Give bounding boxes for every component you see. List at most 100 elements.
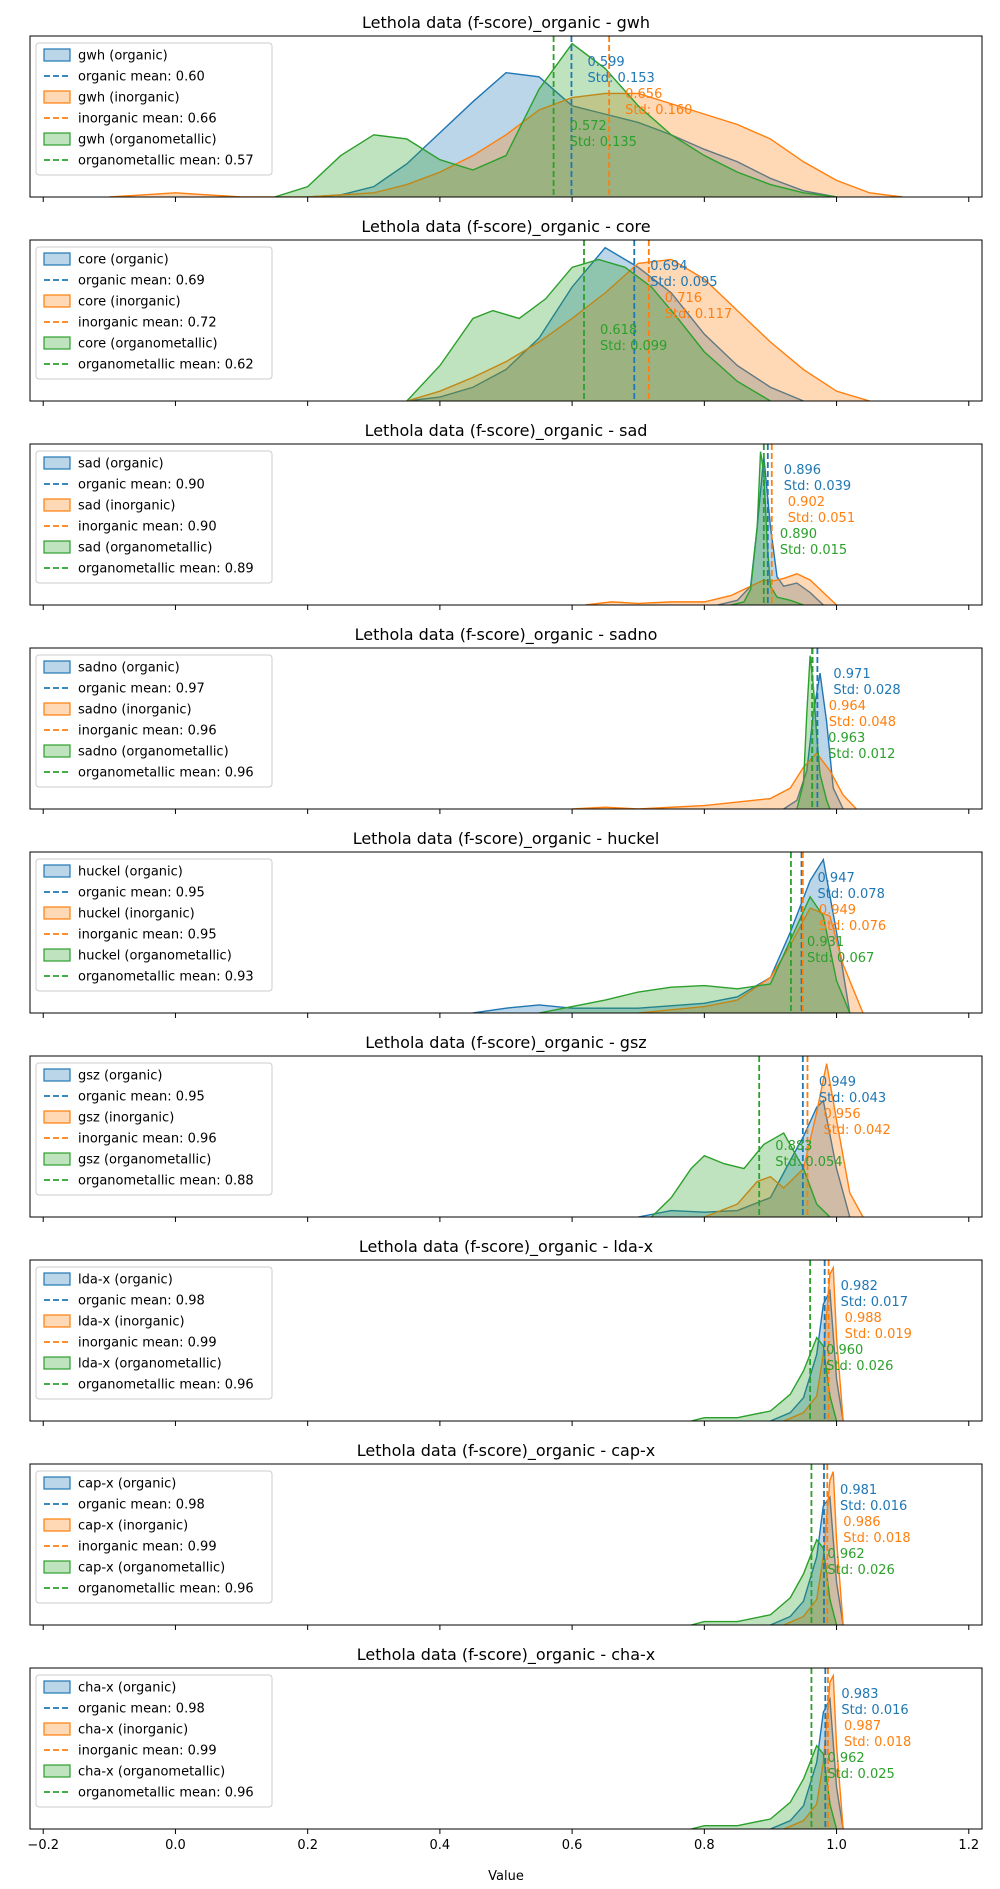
legend: huckel (organic) organic mean: 0.95 huckel… <box>35 858 273 992</box>
axes-frame <box>29 1463 983 1626</box>
legend-label: sadno (organic) <box>78 661 180 676</box>
legend: cap-x (organic) organic mean: 0.98 cap-x (… <box>35 1470 273 1604</box>
legend-patch-organometallic <box>43 948 71 962</box>
legend-label: inorganic mean: 0.96 <box>78 1132 217 1147</box>
legend-label: gsz (inorganic) <box>78 1111 174 1126</box>
legend-label: core (organic) <box>78 253 169 268</box>
subplot-cap-x: Lethola data (f-score)_organic - cap-x 0.… <box>29 1441 983 1630</box>
mean-annotation-organic: 0.983 <box>841 1687 878 1702</box>
plot-area <box>690 1668 844 1829</box>
legend-patch-inorganic <box>43 1110 71 1124</box>
subplot-sad: Lethola data (f-score)_organic - sad 0.89… <box>29 421 983 610</box>
legend-patch-organic <box>43 864 71 878</box>
std-annotation-organic: Std: 0.028 <box>833 683 900 698</box>
legend-patch-inorganic <box>43 294 71 308</box>
legend: lda-x (organic) organic mean: 0.98 lda-x (… <box>35 1266 273 1400</box>
legend-label: sadno (inorganic) <box>78 703 192 718</box>
legend-patch-organic <box>43 1476 71 1490</box>
subplot-sadno: Lethola data (f-score)_organic - sadno 0.… <box>29 625 983 814</box>
std-annotation-organic: Std: 0.078 <box>818 887 885 902</box>
density-line-organometallic <box>690 1336 838 1421</box>
legend: cha-x (organic) organic mean: 0.98 cha-x (… <box>35 1674 273 1808</box>
legend-patch-organic <box>43 1680 71 1694</box>
std-annotation-organic: Std: 0.153 <box>587 71 654 86</box>
subplot-title: Lethola data (f-score)_organic - cap-x <box>357 1441 656 1461</box>
std-annotation-organometallic: Std: 0.012 <box>828 747 895 762</box>
mean-annotation-inorganic: 0.986 <box>843 1515 880 1530</box>
legend: sadno (organic) organic mean: 0.97 sadno (… <box>35 654 273 788</box>
legend-box <box>35 450 273 584</box>
legend-label: sad (organometallic) <box>78 541 212 556</box>
mean-annotation-organometallic: 0.618 <box>600 323 637 338</box>
std-annotation-inorganic: Std: 0.018 <box>844 1735 911 1750</box>
legend-label: gwh (organic) <box>78 49 168 64</box>
std-annotation-inorganic: Std: 0.076 <box>819 919 886 934</box>
density-area-organometallic <box>651 1133 830 1217</box>
legend-label: inorganic mean: 0.99 <box>78 1540 217 1555</box>
std-annotation-organic: Std: 0.017 <box>841 1295 908 1310</box>
legend-patch-organometallic <box>43 1764 71 1778</box>
legend-label: sad (inorganic) <box>78 499 175 514</box>
x-tick-label: 0.6 <box>562 1838 583 1853</box>
legend-label: inorganic mean: 0.99 <box>78 1744 217 1759</box>
density-area-inorganic <box>704 1063 863 1217</box>
legend-label: gwh (inorganic) <box>78 91 180 106</box>
mean-annotation-organometallic: 0.883 <box>775 1139 812 1154</box>
legend-patch-organic <box>43 252 71 266</box>
legend-label: huckel (inorganic) <box>78 907 195 922</box>
mean-annotation-inorganic: 0.902 <box>788 495 825 510</box>
legend-box <box>35 858 273 992</box>
density-area-inorganic <box>638 908 863 1013</box>
subplot-core: Lethola data (f-score)_organic - core 0.6… <box>29 217 983 406</box>
std-annotation-inorganic: Std: 0.051 <box>788 511 855 526</box>
plot-area <box>109 36 903 197</box>
legend-box <box>35 654 273 788</box>
plot-area <box>690 1260 844 1421</box>
legend-label: sad (organic) <box>78 457 164 472</box>
std-annotation-inorganic: Std: 0.018 <box>843 1531 910 1546</box>
std-annotation-organometallic: Std: 0.054 <box>775 1155 842 1170</box>
density-area-inorganic <box>406 259 870 401</box>
legend: gsz (organic) organic mean: 0.95 gsz (inor… <box>35 1062 273 1196</box>
legend-label: core (organometallic) <box>78 337 218 352</box>
legend-label: organometallic mean: 0.57 <box>78 154 254 169</box>
legend-label: cha-x (inorganic) <box>78 1723 188 1738</box>
axes-frame <box>29 1055 983 1218</box>
legend-label: organic mean: 0.95 <box>78 1090 205 1105</box>
legend-label: organometallic mean: 0.62 <box>78 358 254 373</box>
axes-frame <box>29 851 983 1014</box>
std-annotation-organic: Std: 0.095 <box>650 275 717 290</box>
axes-frame <box>29 1259 983 1422</box>
legend-label: inorganic mean: 0.72 <box>78 316 217 331</box>
legend: core (organic) organic mean: 0.69 core (in… <box>35 246 273 380</box>
subplot-title: Lethola data (f-score)_organic - huckel <box>353 829 660 849</box>
density-area-organic <box>638 1100 850 1217</box>
legend-patch-inorganic <box>43 1722 71 1736</box>
subplot-huckel: Lethola data (f-score)_organic - huckel 0… <box>29 829 983 1018</box>
legend-label: lda-x (inorganic) <box>78 1315 185 1330</box>
x-tick-label: 1.2 <box>958 1838 979 1853</box>
mean-annotation-organometallic: 0.931 <box>807 935 844 950</box>
subplot-title: Lethola data (f-score)_organic - cha-x <box>357 1645 656 1665</box>
plot-area <box>690 1464 844 1625</box>
mean-annotation-organic: 0.947 <box>818 871 855 886</box>
density-line-organometallic <box>690 1744 838 1829</box>
legend-label: lda-x (organometallic) <box>78 1357 222 1372</box>
std-annotation-organic: Std: 0.016 <box>841 1703 908 1718</box>
x-tick-label: 0.0 <box>165 1838 186 1853</box>
legend-box <box>35 1674 273 1808</box>
legend-label: cha-x (organometallic) <box>78 1765 225 1780</box>
mean-annotation-inorganic: 0.656 <box>625 87 662 102</box>
legend-patch-organic <box>43 1272 71 1286</box>
density-area-organometallic <box>691 1539 837 1625</box>
density-area-organometallic <box>539 896 850 1013</box>
density-line-organic <box>406 246 804 401</box>
density-line-organometallic <box>406 258 771 401</box>
subplot-cha-x: Lethola data (f-score)_organic - cha-x 0.… <box>27 1645 983 1853</box>
legend-patch-inorganic <box>43 906 71 920</box>
legend-patch-inorganic <box>43 1518 71 1532</box>
subplot-lda-x: Lethola data (f-score)_organic - lda-x 0.… <box>29 1237 983 1426</box>
legend-patch-inorganic <box>43 702 71 716</box>
subplot-title: Lethola data (f-score)_organic - gwh <box>362 13 650 33</box>
std-annotation-inorganic: Std: 0.048 <box>829 715 896 730</box>
